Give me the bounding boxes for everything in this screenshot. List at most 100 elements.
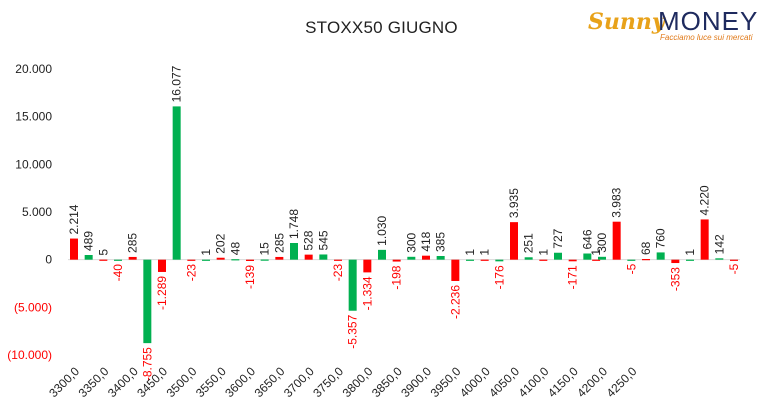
data-label: 5 xyxy=(96,249,110,256)
x-tick-label: 4100,0 xyxy=(516,364,552,400)
data-label: -40 xyxy=(111,264,125,282)
x-tick-label: 3700,0 xyxy=(281,364,317,400)
data-label: 300 xyxy=(595,232,609,252)
data-label: -2.236 xyxy=(448,285,462,319)
data-label: 1 xyxy=(478,249,492,256)
bar xyxy=(568,259,577,262)
y-tick-label: 15.000 xyxy=(15,110,52,124)
bar xyxy=(246,259,254,261)
data-label: 68 xyxy=(639,241,653,255)
bar xyxy=(436,255,445,260)
bar xyxy=(422,255,430,260)
logo-tagline: Facciamo luce sui mercati xyxy=(660,33,753,42)
y-tick-label: (5.000) xyxy=(14,300,52,314)
logo-sunny-text: Sunny xyxy=(588,9,665,35)
data-label: -139 xyxy=(243,265,257,289)
x-tick-label: 3650,0 xyxy=(252,364,288,400)
data-label: -5 xyxy=(624,263,638,274)
x-tick-label: 3500,0 xyxy=(164,364,200,400)
x-tick-label: 4250,0 xyxy=(604,364,640,400)
bar xyxy=(583,253,592,260)
data-label: 646 xyxy=(580,229,594,249)
bar xyxy=(495,259,504,262)
bar xyxy=(554,252,562,260)
bar xyxy=(407,256,416,260)
data-label: -23 xyxy=(331,264,345,282)
data-label: 1 xyxy=(536,249,550,256)
x-tick-label: 3300,0 xyxy=(46,364,82,400)
data-label: 4.220 xyxy=(698,185,712,215)
data-label: -198 xyxy=(390,265,404,289)
data-label: 285 xyxy=(272,233,286,253)
data-label: 489 xyxy=(82,231,96,251)
bar xyxy=(319,254,328,260)
x-tick-label: 3950,0 xyxy=(428,364,464,400)
data-label: 142 xyxy=(712,234,726,254)
data-label: -23 xyxy=(184,264,198,282)
data-label: 1 xyxy=(683,249,697,256)
bar xyxy=(128,256,137,260)
bar xyxy=(363,259,372,273)
x-tick-label: 3750,0 xyxy=(310,364,346,400)
bar xyxy=(114,259,122,261)
data-label: 727 xyxy=(551,228,565,248)
bar xyxy=(334,259,342,261)
y-tick-label: 0 xyxy=(45,253,52,267)
data-label: 15 xyxy=(258,242,272,256)
data-label: 3.935 xyxy=(507,188,521,218)
bar xyxy=(480,259,489,261)
bar xyxy=(99,259,108,261)
x-tick-label: 4200,0 xyxy=(574,364,610,400)
y-tick-label: (10.000) xyxy=(7,348,52,362)
x-tick-label: 3350,0 xyxy=(76,364,112,400)
bar xyxy=(451,259,460,281)
data-label: 48 xyxy=(228,242,242,256)
data-label: -5.357 xyxy=(346,314,360,348)
x-tick-label: 4050,0 xyxy=(486,364,522,400)
y-tick-label: 20.000 xyxy=(15,62,52,76)
bar xyxy=(592,259,601,261)
bar xyxy=(671,259,680,264)
bar xyxy=(378,249,386,260)
data-label: -1.289 xyxy=(155,276,169,310)
data-label: 1.748 xyxy=(287,209,301,239)
data-label: 1.030 xyxy=(375,215,389,245)
bar xyxy=(70,238,78,260)
data-label: 202 xyxy=(214,233,228,253)
bar xyxy=(539,259,548,261)
bar xyxy=(187,259,196,261)
bar xyxy=(700,219,709,260)
bar xyxy=(216,257,225,260)
x-tick-label: 3800,0 xyxy=(340,364,376,400)
data-label: 285 xyxy=(126,233,140,253)
data-label: -171 xyxy=(566,265,580,289)
data-label: 385 xyxy=(434,232,448,252)
bar xyxy=(612,221,621,260)
x-tick-label: 3900,0 xyxy=(398,364,434,400)
data-label: 1 xyxy=(199,249,213,256)
data-label: 760 xyxy=(654,228,668,248)
bar xyxy=(524,257,533,260)
logo-money-text: MONEY xyxy=(658,6,759,36)
bar xyxy=(642,259,650,261)
data-label: -1.334 xyxy=(360,276,374,310)
bar xyxy=(202,259,210,261)
bar xyxy=(466,259,474,261)
y-axis-labels: 20.000 15.000 10.000 5.000 0 (5.000) (10.000) xyxy=(7,62,740,362)
x-tick-label: 3400,0 xyxy=(105,364,141,400)
data-label: -5 xyxy=(727,263,741,274)
data-label: 300 xyxy=(404,232,418,252)
sunny-money-logo: Sunny MONEY Facciamo luce sui mercati xyxy=(588,6,760,46)
bar xyxy=(392,259,401,262)
chart-title: STOXX50 GIUGNO xyxy=(305,18,458,37)
data-label: 2.214 xyxy=(67,204,81,234)
data-label: 528 xyxy=(302,230,316,250)
data-label: 545 xyxy=(316,230,330,250)
bar xyxy=(627,259,636,261)
data-label: 1 xyxy=(589,249,603,256)
x-tick-label: 3550,0 xyxy=(193,364,229,400)
bar xyxy=(730,259,738,261)
bar xyxy=(231,259,240,261)
data-label: 1 xyxy=(463,249,477,256)
